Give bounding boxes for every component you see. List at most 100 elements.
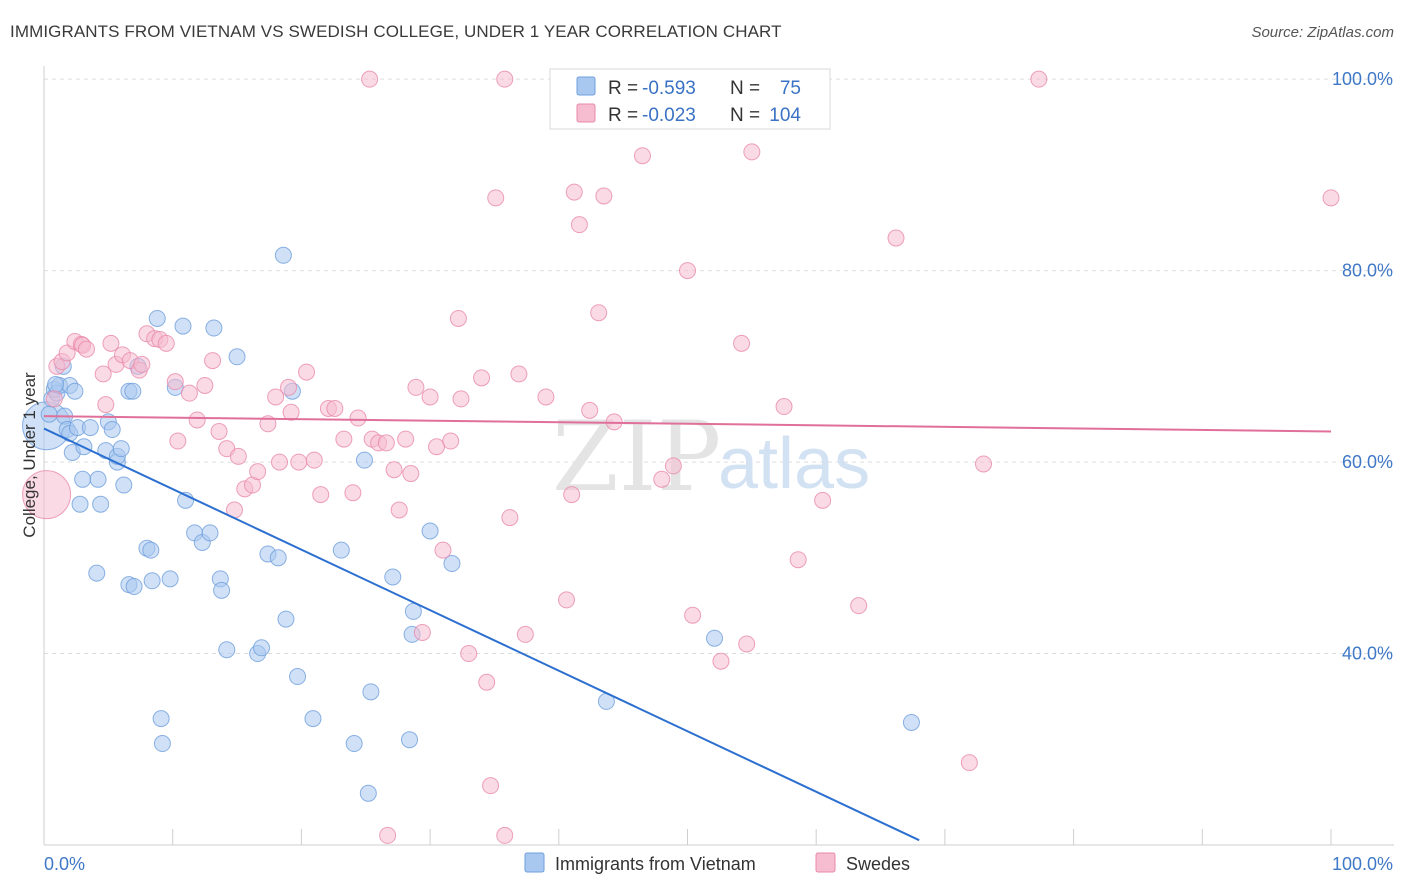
legend-n-value-vietnam: 75 (780, 78, 801, 99)
data-point (590, 304, 608, 322)
data-point (102, 334, 120, 352)
data-point (143, 572, 161, 590)
data-point (379, 826, 397, 844)
data-point (89, 470, 107, 488)
data-point (304, 710, 322, 728)
data-point (712, 652, 730, 670)
bottom-legend: Immigrants from Vietnam Swedes (524, 852, 910, 874)
data-point (443, 555, 461, 573)
data-point (428, 438, 446, 456)
data-point (733, 334, 751, 352)
data-point (249, 463, 267, 481)
data-point (282, 403, 300, 421)
data-point (664, 457, 682, 475)
data-point (421, 522, 439, 540)
series-vietnam-points (22, 246, 920, 802)
data-point (88, 564, 106, 582)
data-point (269, 549, 287, 567)
trend-lines (43, 415, 1332, 842)
data-point (66, 382, 84, 400)
x-tick-label: 100.0% (1332, 854, 1393, 874)
legend-n-value-swedes: 104 (769, 105, 801, 126)
data-point (653, 470, 671, 488)
legend-box: R = -0.593 N = 75 R = -0.023 N = 104 (549, 68, 831, 130)
data-point (814, 491, 832, 509)
x-tick-labels: 0.0% 100.0% (44, 854, 1393, 874)
data-point (460, 645, 478, 663)
data-point (103, 421, 121, 439)
series-swedes-points (22, 70, 1340, 844)
data-point (902, 713, 920, 731)
legend-n-label-swedes: N = (730, 105, 760, 126)
data-point (487, 189, 505, 207)
data-point (595, 187, 613, 205)
data-point (47, 376, 65, 394)
data-point (482, 777, 500, 795)
data-point (81, 419, 99, 437)
data-point (743, 143, 761, 161)
data-point (124, 382, 142, 400)
data-point (385, 461, 403, 479)
data-point (40, 405, 58, 423)
data-point (501, 509, 519, 527)
data-point (421, 388, 439, 406)
data-point (174, 317, 192, 335)
data-point (205, 319, 223, 337)
legend-r-value-vietnam: -0.593 (642, 78, 696, 99)
data-point (789, 551, 807, 569)
watermark: ZIP atlas (552, 401, 870, 513)
data-point (684, 606, 702, 624)
data-point (434, 541, 452, 559)
trend-line-swedes (43, 415, 1332, 433)
data-point (1030, 70, 1048, 88)
data-point (274, 246, 292, 264)
data-point (71, 495, 89, 513)
data-point (312, 486, 330, 504)
data-point (478, 673, 496, 691)
data-point (22, 470, 72, 520)
legend-swatch-swedes (576, 103, 596, 123)
data-point (401, 731, 419, 749)
data-point (558, 591, 576, 609)
y-tick-labels: 40.0% 60.0% 80.0% 100.0% (1332, 69, 1393, 663)
data-point (384, 568, 402, 586)
data-point (355, 451, 373, 469)
data-point (218, 641, 236, 659)
data-point (196, 376, 214, 394)
data-point (565, 183, 583, 201)
data-point (404, 602, 422, 620)
data-point (332, 541, 350, 559)
data-point (277, 610, 295, 628)
data-point (115, 476, 133, 494)
data-point (563, 486, 581, 504)
data-point (142, 541, 160, 559)
data-point (449, 309, 467, 327)
data-point (161, 570, 179, 588)
data-point (442, 432, 460, 450)
data-point (344, 484, 362, 502)
data-point (496, 826, 514, 844)
data-point (775, 398, 793, 416)
legend-frame (549, 68, 831, 130)
data-point (112, 440, 130, 458)
data-point (213, 581, 231, 599)
x-tick-label: 0.0% (44, 854, 85, 874)
data-point (407, 378, 425, 396)
data-point (679, 262, 696, 280)
y-axis-label: College, Under 1 year (20, 372, 39, 538)
bottom-legend-swatch-vietnam (524, 852, 545, 873)
data-point (169, 432, 187, 450)
chart-title: IMMIGRANTS FROM VIETNAM VS SWEDISH COLLE… (10, 22, 782, 41)
data-point (326, 399, 344, 417)
data-point (210, 422, 228, 440)
data-point (362, 683, 380, 701)
data-point (413, 623, 431, 641)
legend-r-value-swedes: -0.023 (642, 105, 696, 126)
data-point (706, 629, 724, 647)
data-point (148, 309, 166, 327)
data-point (133, 355, 151, 373)
legend-r-label-vietnam: R = (608, 78, 638, 99)
data-point (204, 352, 222, 370)
data-point (960, 754, 978, 772)
data-point (335, 430, 353, 448)
